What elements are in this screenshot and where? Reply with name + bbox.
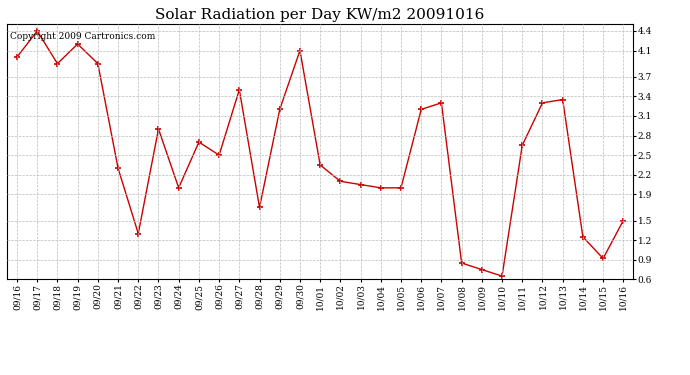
Text: Copyright 2009 Cartronics.com: Copyright 2009 Cartronics.com xyxy=(10,32,155,41)
Title: Solar Radiation per Day KW/m2 20091016: Solar Radiation per Day KW/m2 20091016 xyxy=(155,8,485,22)
